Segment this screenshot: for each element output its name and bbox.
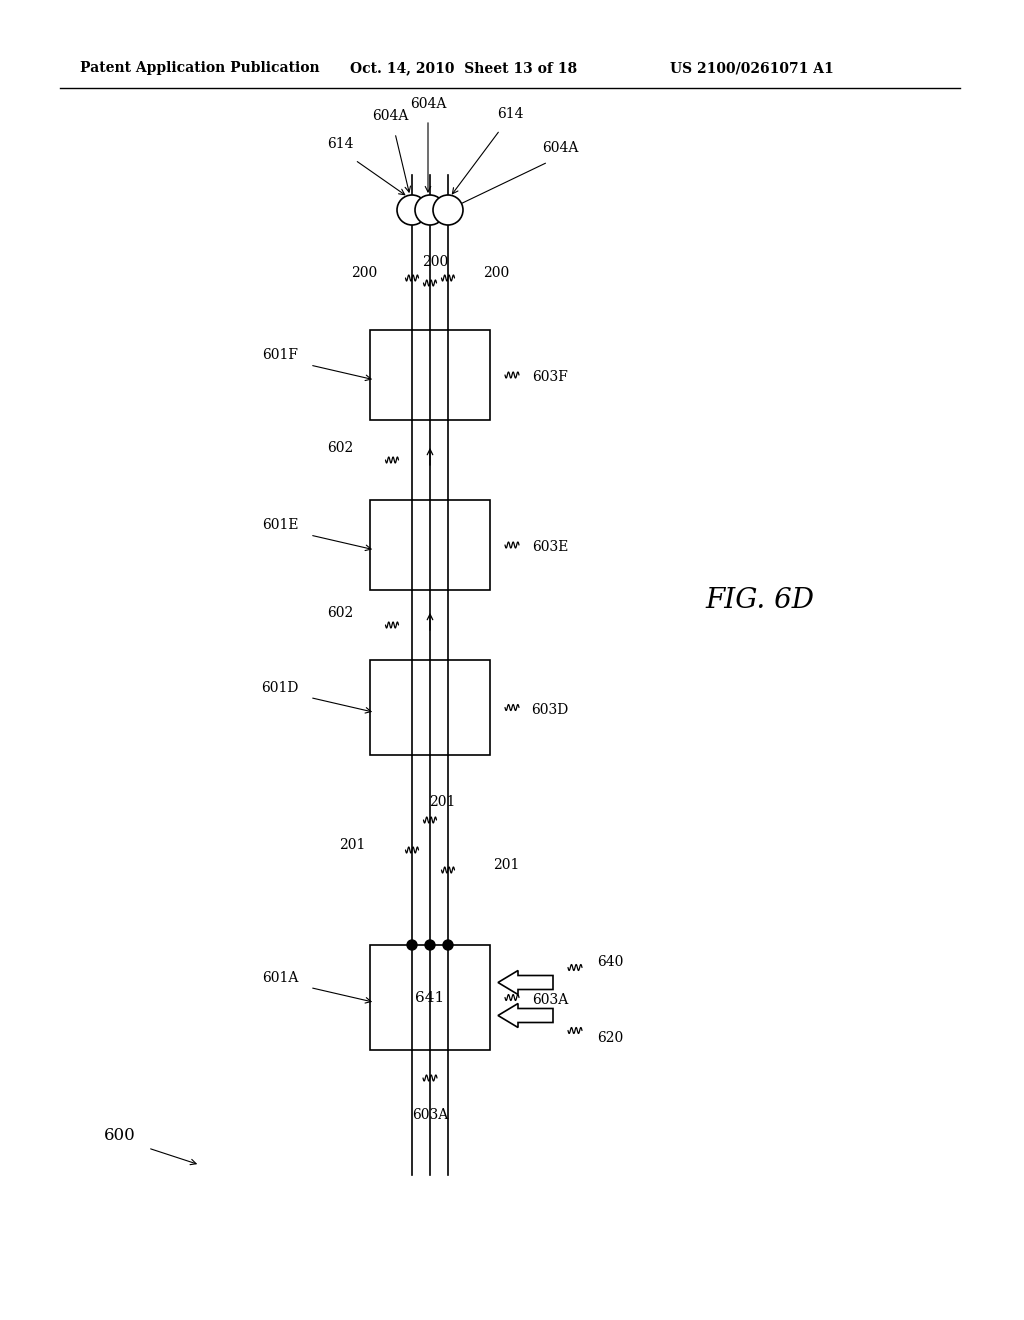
Circle shape [425,940,435,950]
Text: 603A: 603A [531,993,568,1006]
Text: 601F: 601F [262,348,298,362]
Bar [370,945,490,1049]
Circle shape [433,195,463,224]
Text: 600: 600 [104,1127,136,1144]
Text: 614: 614 [327,137,353,150]
Text: FIG. 6D: FIG. 6D [706,586,814,614]
Text: 603D: 603D [531,702,568,717]
Text: Oct. 14, 2010  Sheet 13 of 18: Oct. 14, 2010 Sheet 13 of 18 [350,61,578,75]
Text: 604A: 604A [410,96,446,111]
Polygon shape [498,1003,553,1027]
Circle shape [415,195,445,224]
Text: 604A: 604A [542,141,579,154]
Text: 200: 200 [351,267,377,280]
Text: 603E: 603E [531,540,568,554]
Circle shape [407,940,417,950]
Text: 201: 201 [429,795,456,809]
Polygon shape [498,970,553,994]
Text: 640: 640 [597,956,624,969]
Bar [370,330,490,420]
Text: 603F: 603F [532,370,568,384]
Text: 201: 201 [493,858,519,873]
Text: US 2100/0261071 A1: US 2100/0261071 A1 [670,61,834,75]
Text: Patent Application Publication: Patent Application Publication [80,61,319,75]
Text: 601A: 601A [262,970,298,985]
Text: 200: 200 [483,267,509,280]
Text: 602: 602 [327,441,353,455]
Text: 602: 602 [327,606,353,620]
Text: 601D: 601D [261,681,299,694]
Text: 601E: 601E [262,517,298,532]
Bar [370,660,490,755]
Text: 620: 620 [597,1031,624,1044]
Circle shape [397,195,427,224]
Text: 604A: 604A [372,110,409,123]
Text: 603A: 603A [412,1107,449,1122]
Text: 201: 201 [339,838,366,851]
Circle shape [443,940,453,950]
Text: 200: 200 [422,255,449,269]
Text: 614: 614 [497,107,523,121]
Bar [370,500,490,590]
Text: 641: 641 [416,990,444,1005]
